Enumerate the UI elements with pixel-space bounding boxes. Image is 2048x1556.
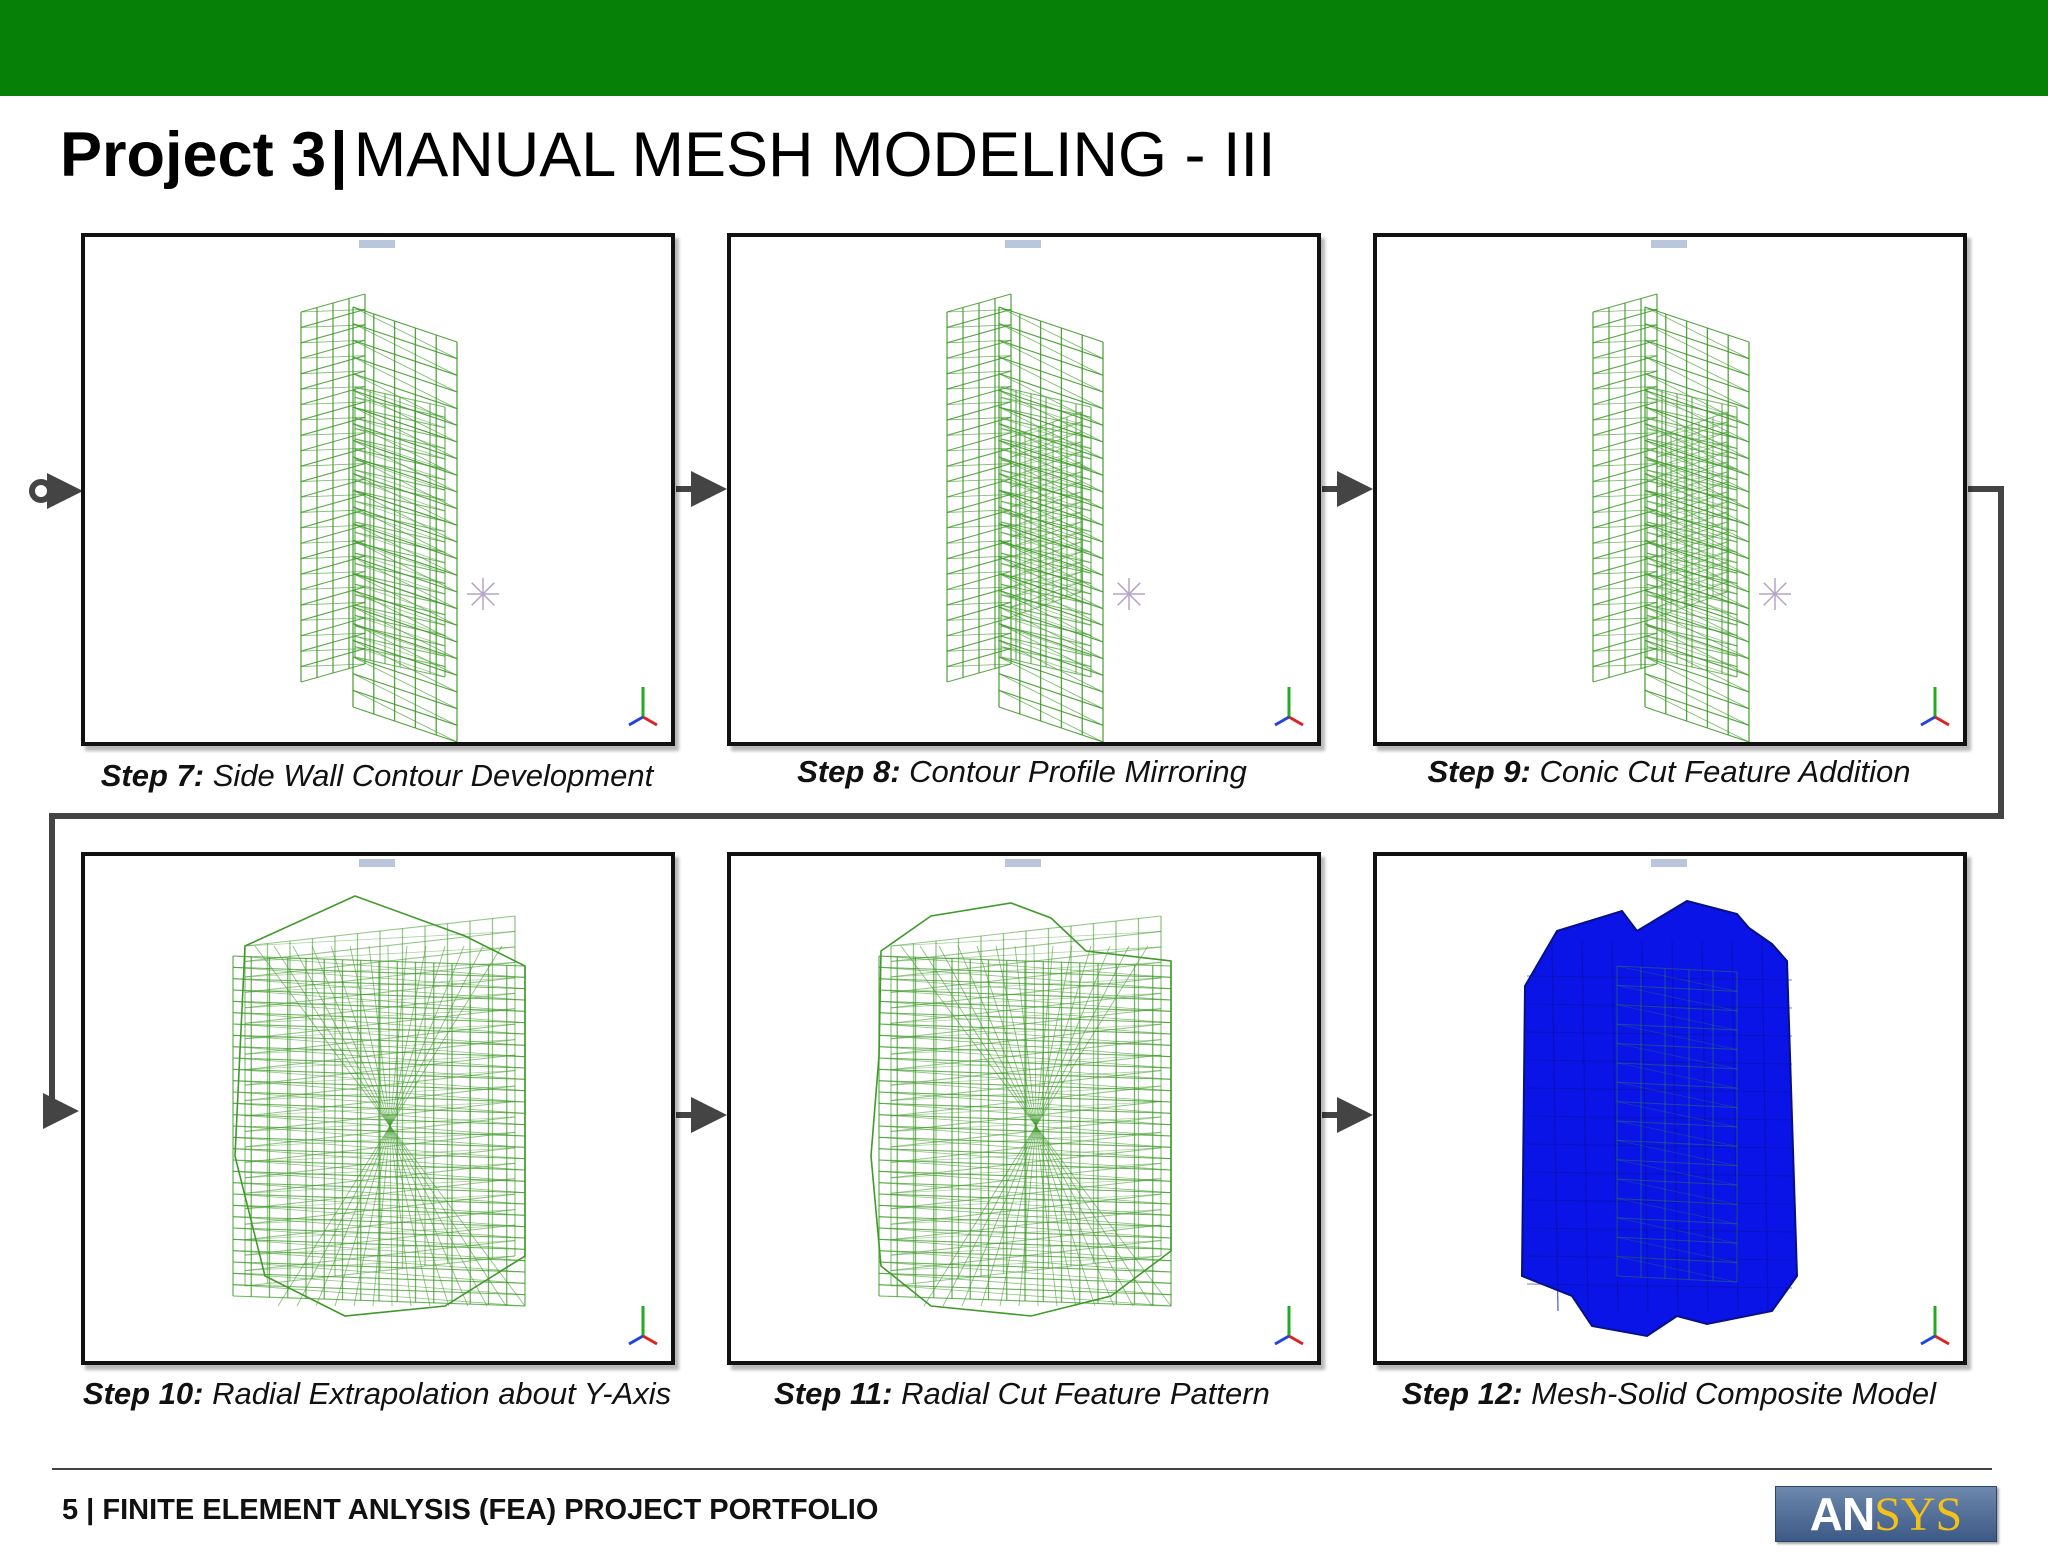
header-bar bbox=[0, 0, 2048, 96]
origin-marker-icon bbox=[467, 578, 499, 610]
logo-suffix: SYS bbox=[1874, 1488, 1963, 1541]
step-9-label: Step 9: bbox=[1427, 754, 1531, 789]
step-8-text: Contour Profile Mirroring bbox=[909, 754, 1247, 789]
axis-triad-icon bbox=[1274, 1306, 1304, 1346]
step-11-label: Step 11: bbox=[774, 1376, 893, 1411]
step-11-text: Radial Cut Feature Pattern bbox=[901, 1376, 1270, 1411]
view-toolbar-icon bbox=[1005, 240, 1041, 248]
step-7-text: Side Wall Contour Development bbox=[212, 758, 654, 793]
view-toolbar-icon bbox=[359, 859, 395, 867]
step-10-mesh-image bbox=[232, 859, 658, 1346]
view-toolbar-icon bbox=[1651, 859, 1687, 867]
step-12-caption: Step 12: Mesh-Solid Composite Model bbox=[1319, 1376, 2019, 1412]
axis-triad-icon bbox=[628, 687, 658, 727]
origin-marker-icon bbox=[1113, 578, 1145, 610]
wireframe-mesh bbox=[1592, 293, 1750, 742]
step-12-panel bbox=[1373, 852, 1967, 1365]
step-9-caption: Step 9: Conic Cut Feature Addition bbox=[1319, 754, 2019, 790]
step-7-panel bbox=[81, 233, 675, 746]
flow-row-connector bbox=[43, 486, 2004, 1129]
step-8-mesh-image bbox=[946, 240, 1304, 742]
step-10-panel bbox=[81, 852, 675, 1365]
axis-triad-icon bbox=[1274, 687, 1304, 727]
step-7-label: Step 7: bbox=[100, 758, 205, 793]
step-11-mesh-image bbox=[870, 859, 1304, 1346]
step-12-label: Step 12: bbox=[1401, 1376, 1523, 1411]
wireframe-mesh bbox=[946, 293, 1104, 742]
title-separator: | bbox=[330, 120, 348, 190]
step-11-panel bbox=[727, 852, 1321, 1365]
axis-triad-icon bbox=[628, 1306, 658, 1346]
step-7-mesh-image bbox=[300, 240, 658, 742]
step-8-panel bbox=[727, 233, 1321, 746]
step-12-solid-image bbox=[1520, 859, 1950, 1346]
step-10-text: Radial Extrapolation about Y-Axis bbox=[212, 1376, 672, 1411]
wireframe-mesh bbox=[232, 895, 526, 1317]
step-9-text: Conic Cut Feature Addition bbox=[1539, 754, 1911, 789]
wireframe-mesh bbox=[870, 902, 1172, 1317]
step-9-mesh-image bbox=[1592, 240, 1950, 742]
project-label: Project 3 bbox=[60, 120, 327, 190]
footer-divider bbox=[52, 1468, 1992, 1470]
step-12-text: Mesh-Solid Composite Model bbox=[1531, 1376, 1937, 1411]
solid-model bbox=[1520, 899, 1799, 1338]
footer-text: 5 | FINITE ELEMENT ANLYSIS (FEA) PROJECT… bbox=[62, 1494, 879, 1526]
step-8-caption: Step 8: Contour Profile Mirroring bbox=[672, 754, 1372, 790]
step-10-label: Step 10: bbox=[82, 1376, 204, 1411]
step-11-caption: Step 11: Radial Cut Feature Pattern bbox=[672, 1376, 1372, 1412]
flow-start-circle bbox=[29, 479, 53, 503]
title-text: MANUAL MESH MODELING - III bbox=[353, 120, 1276, 190]
view-toolbar-icon bbox=[1651, 240, 1687, 248]
view-toolbar-icon bbox=[359, 240, 395, 248]
axis-triad-icon bbox=[1920, 687, 1950, 727]
logo-prefix: AN bbox=[1809, 1488, 1875, 1540]
wireframe-mesh bbox=[300, 293, 458, 742]
ansys-logo: ANSYS bbox=[1775, 1486, 1997, 1542]
step-10-caption: Step 10: Radial Extrapolation about Y-Ax… bbox=[27, 1376, 727, 1412]
step-8-label: Step 8: bbox=[797, 754, 901, 789]
view-toolbar-icon bbox=[1005, 859, 1041, 867]
step-9-panel bbox=[1373, 233, 1967, 746]
origin-marker-icon bbox=[1759, 578, 1791, 610]
step-7-caption: Step 7: Side Wall Contour Development bbox=[27, 758, 727, 794]
axis-triad-icon bbox=[1920, 1306, 1950, 1346]
page-title: Project 3|MANUAL MESH MODELING - III bbox=[60, 112, 1276, 198]
